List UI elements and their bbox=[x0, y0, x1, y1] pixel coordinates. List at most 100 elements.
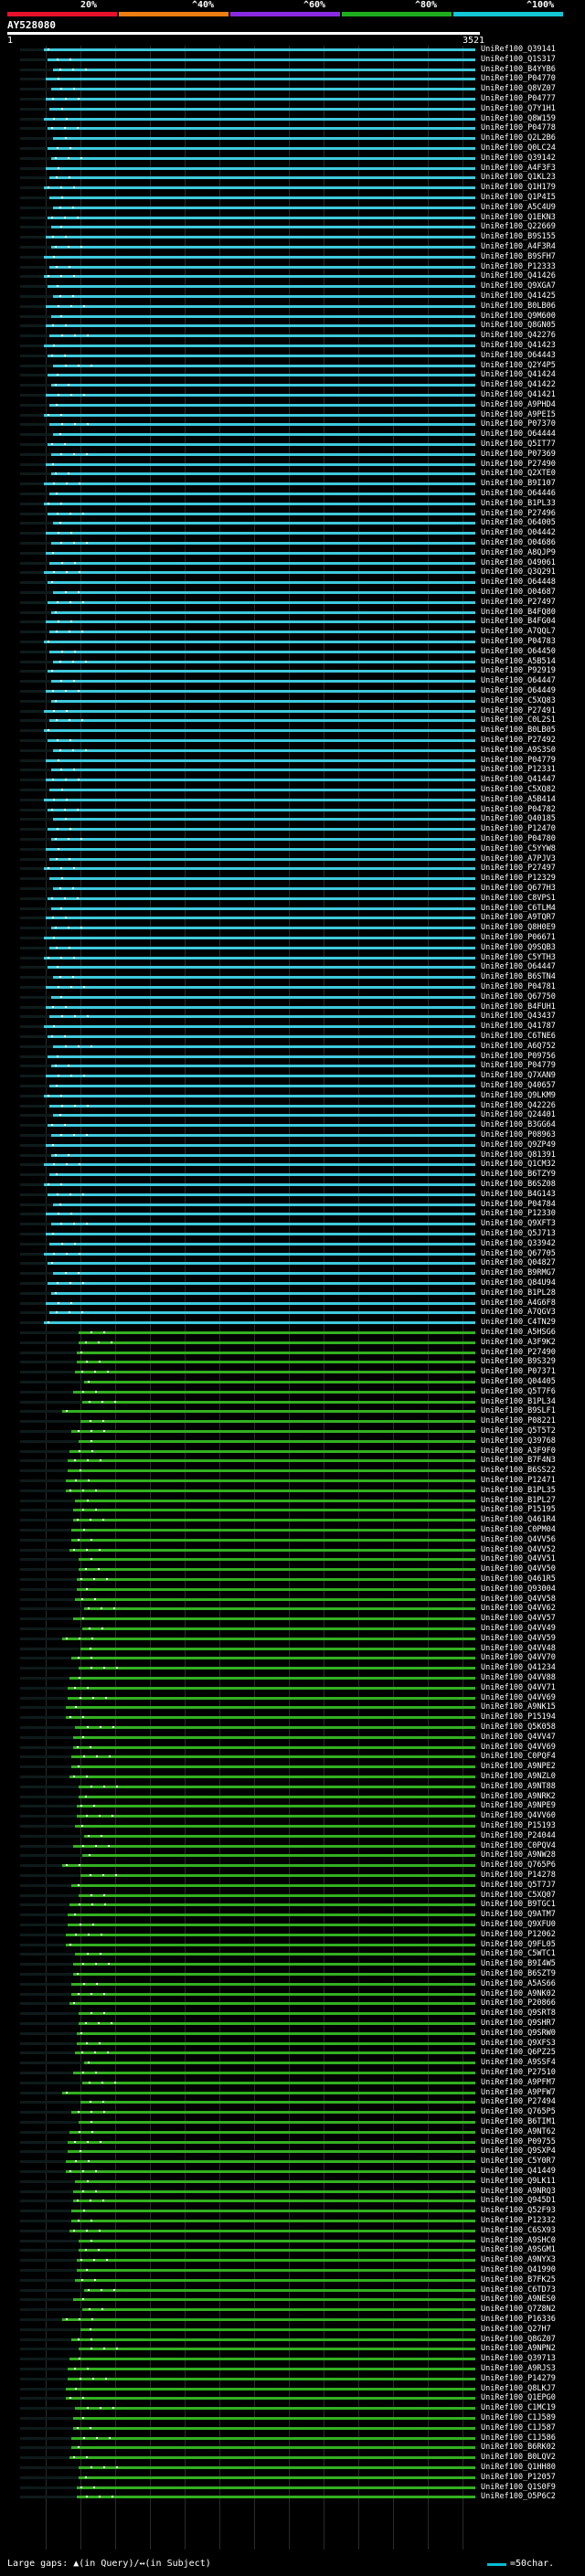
hit-label[interactable]: UniRef100_B6TZY9 bbox=[481, 1170, 556, 1180]
hit-label[interactable]: UniRef100_Q4VV52 bbox=[481, 1544, 556, 1554]
hit-label[interactable]: UniRef100_Q41425 bbox=[481, 292, 556, 301]
hit-label[interactable]: UniRef100_Q4VV58 bbox=[481, 1594, 556, 1604]
hit-label[interactable]: UniRef100_Q1EKN3 bbox=[481, 212, 556, 222]
hit-row[interactable]: UniRef100_B7FK25 bbox=[0, 2275, 585, 2284]
hit-label[interactable]: UniRef100_A9NK02 bbox=[481, 1988, 556, 1998]
hit-label[interactable]: UniRef100_O49061 bbox=[481, 557, 556, 567]
hit-row[interactable]: UniRef100_Q5T7J7 bbox=[0, 1881, 585, 1890]
hit-row[interactable]: UniRef100_A3F9F0 bbox=[0, 1447, 585, 1456]
hit-row[interactable]: UniRef100_O64446 bbox=[0, 489, 585, 498]
hit-label[interactable]: UniRef100_Q2Y4P5 bbox=[481, 360, 556, 370]
hit-row[interactable]: UniRef100_P04770 bbox=[0, 74, 585, 83]
hit-row[interactable]: UniRef100_P15193 bbox=[0, 1821, 585, 1830]
hit-label[interactable]: UniRef100_B4YYB6 bbox=[481, 64, 556, 74]
hit-row[interactable]: UniRef100_Q41990 bbox=[0, 2265, 585, 2274]
hit-row[interactable]: UniRef100_Q22669 bbox=[0, 222, 585, 231]
hit-row[interactable]: UniRef100_A7PJV3 bbox=[0, 854, 585, 864]
hit-row[interactable]: UniRef100_A9NRK2 bbox=[0, 1792, 585, 1801]
hit-label[interactable]: UniRef100_P27497 bbox=[481, 597, 556, 607]
hit-row[interactable]: UniRef100_A9NW28 bbox=[0, 1850, 585, 1860]
hit-label[interactable]: UniRef100_A7QQL7 bbox=[481, 627, 556, 637]
hit-row[interactable]: UniRef100_B6TZY9 bbox=[0, 1170, 585, 1180]
hit-row[interactable]: UniRef100_B7F4N3 bbox=[0, 1456, 585, 1465]
hit-row[interactable]: UniRef100_Q1EPG0 bbox=[0, 2393, 585, 2403]
hit-row[interactable]: UniRef100_A7QQL7 bbox=[0, 627, 585, 637]
hit-label[interactable]: UniRef100_P27494 bbox=[481, 2097, 556, 2107]
hit-row[interactable]: UniRef100_Q43437 bbox=[0, 1012, 585, 1021]
hit-row[interactable]: UniRef100_A9NT62 bbox=[0, 2127, 585, 2136]
hit-row[interactable]: UniRef100_C6SX93 bbox=[0, 2226, 585, 2235]
hit-label[interactable]: UniRef100_Q1EPG0 bbox=[481, 2393, 556, 2403]
hit-row[interactable]: UniRef100_P24044 bbox=[0, 1831, 585, 1840]
hit-row[interactable]: UniRef100_Q4VV60 bbox=[0, 1811, 585, 1820]
hit-row[interactable]: UniRef100_C5Y0R7 bbox=[0, 2157, 585, 2166]
hit-label[interactable]: UniRef100_P04777 bbox=[481, 94, 556, 103]
hit-row[interactable]: UniRef100_O04686 bbox=[0, 538, 585, 547]
hit-label[interactable]: UniRef100_Q4VV50 bbox=[481, 1564, 556, 1574]
hit-row[interactable]: UniRef100_P12471 bbox=[0, 1476, 585, 1485]
hit-label[interactable]: UniRef100_Q4VV51 bbox=[481, 1554, 556, 1564]
hit-row[interactable]: UniRef100_O64447 bbox=[0, 676, 585, 685]
hit-label[interactable]: UniRef100_Q5J713 bbox=[481, 1229, 556, 1238]
hit-label[interactable]: UniRef100_B6STN4 bbox=[481, 972, 556, 982]
hit-row[interactable]: UniRef100_Q9FL05 bbox=[0, 1939, 585, 1949]
hit-row[interactable]: UniRef100_C5XQ82 bbox=[0, 785, 585, 794]
hit-label[interactable]: UniRef100_Q39768 bbox=[481, 1436, 556, 1446]
hit-label[interactable]: UniRef100_P12470 bbox=[481, 824, 556, 834]
hit-row[interactable]: UniRef100_B0LB05 bbox=[0, 726, 585, 735]
hit-label[interactable]: UniRef100_A3F9F0 bbox=[481, 1446, 556, 1456]
hit-row[interactable]: UniRef100_A9NES0 bbox=[0, 2295, 585, 2304]
hit-row[interactable]: UniRef100_P12057 bbox=[0, 2473, 585, 2482]
hit-label[interactable]: UniRef100_Q5K058 bbox=[481, 1723, 556, 1732]
hit-row[interactable]: UniRef100_B1PL35 bbox=[0, 1486, 585, 1495]
hit-row[interactable]: UniRef100_P27494 bbox=[0, 2097, 585, 2107]
hit-label[interactable]: UniRef100_O64005 bbox=[481, 518, 556, 528]
hit-label[interactable]: UniRef100_Q1P4I5 bbox=[481, 193, 556, 202]
hit-row[interactable]: UniRef100_O64449 bbox=[0, 686, 585, 695]
hit-label[interactable]: UniRef100_P27491 bbox=[481, 705, 556, 716]
hit-row[interactable]: UniRef100_C6TNE6 bbox=[0, 1032, 585, 1041]
hit-label[interactable]: UniRef100_Q1KL23 bbox=[481, 173, 556, 183]
hit-row[interactable]: UniRef100_P09755 bbox=[0, 2137, 585, 2147]
hit-row[interactable]: UniRef100_Q4VV47 bbox=[0, 1733, 585, 1742]
hit-label[interactable]: UniRef100_C5YYW8 bbox=[481, 843, 556, 853]
hit-label[interactable]: UniRef100_Q461R5 bbox=[481, 1574, 556, 1584]
hit-label[interactable]: UniRef100_Q9XFT3 bbox=[481, 1219, 556, 1229]
hit-label[interactable]: UniRef100_Q677H3 bbox=[481, 884, 556, 893]
hit-row[interactable]: UniRef100_Q5T7F6 bbox=[0, 1387, 585, 1396]
hit-label[interactable]: UniRef100_P07371 bbox=[481, 1367, 556, 1377]
hit-row[interactable]: UniRef100_P27496 bbox=[0, 508, 585, 518]
hit-label[interactable]: UniRef100_A9SHC0 bbox=[481, 2235, 556, 2245]
hit-row[interactable]: UniRef100_Q9XFT3 bbox=[0, 1219, 585, 1229]
hit-label[interactable]: UniRef100_Q9ZP49 bbox=[481, 1140, 556, 1150]
hit-label[interactable]: UniRef100_Q9FL05 bbox=[481, 1939, 556, 1949]
hit-label[interactable]: UniRef100_Q0LC24 bbox=[481, 143, 556, 153]
hit-row[interactable]: UniRef100_P12329 bbox=[0, 874, 585, 883]
hit-label[interactable]: UniRef100_Q41423 bbox=[481, 341, 556, 350]
hit-label[interactable]: UniRef100_A9NZL0 bbox=[481, 1772, 556, 1781]
hit-label[interactable]: UniRef100_P08963 bbox=[481, 1130, 556, 1140]
hit-row[interactable]: UniRef100_Q41421 bbox=[0, 390, 585, 399]
hit-row[interactable]: UniRef100_Q9ZP49 bbox=[0, 1140, 585, 1150]
hit-label[interactable]: UniRef100_Q41234 bbox=[481, 1663, 556, 1673]
hit-row[interactable]: UniRef100_Q8H0E9 bbox=[0, 923, 585, 932]
hit-label[interactable]: UniRef100_C0L2S1 bbox=[481, 716, 556, 726]
hit-label[interactable]: UniRef100_Q39141 bbox=[481, 45, 556, 54]
hit-label[interactable]: UniRef100_B9I4W5 bbox=[481, 1959, 556, 1969]
hit-row[interactable]: UniRef100_O5P6C2 bbox=[0, 2492, 585, 2502]
hit-row[interactable]: UniRef100_Q5K058 bbox=[0, 1723, 585, 1732]
hit-row[interactable]: UniRef100_Q33942 bbox=[0, 1239, 585, 1248]
hit-label[interactable]: UniRef100_Q4VV70 bbox=[481, 1653, 556, 1663]
hit-label[interactable]: UniRef100_Q4VV56 bbox=[481, 1534, 556, 1544]
hit-label[interactable]: UniRef100_P15195 bbox=[481, 1505, 556, 1515]
hit-row[interactable]: UniRef100_Q9ATM7 bbox=[0, 1910, 585, 1919]
hit-label[interactable]: UniRef100_P27496 bbox=[481, 508, 556, 518]
hit-row[interactable]: UniRef100_A4G6F8 bbox=[0, 1299, 585, 1308]
hit-label[interactable]: UniRef100_O5P6C2 bbox=[481, 2492, 556, 2502]
hit-row[interactable]: UniRef100_A9RJS3 bbox=[0, 2364, 585, 2373]
hit-label[interactable]: UniRef100_Q4VV62 bbox=[481, 1604, 556, 1614]
hit-label[interactable]: UniRef100_B9S155 bbox=[481, 232, 556, 242]
hit-label[interactable]: UniRef100_O64447 bbox=[481, 962, 556, 972]
hit-row[interactable]: UniRef100_B4FG04 bbox=[0, 617, 585, 626]
hit-row[interactable]: UniRef100_A9SHC0 bbox=[0, 2235, 585, 2245]
